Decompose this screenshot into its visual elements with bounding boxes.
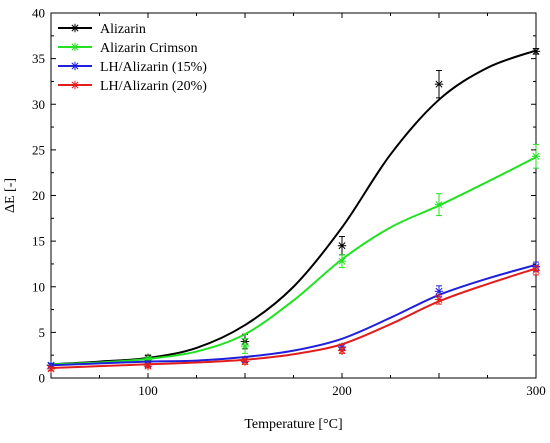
y-tick-label: 25 [32, 142, 45, 157]
legend-label: LH/Alizarin (15%) [100, 60, 207, 75]
data-point [240, 341, 250, 351]
legend-label: Alizarin [100, 22, 146, 37]
data-point [434, 200, 444, 209]
data-point [434, 287, 444, 296]
legend-item: LH/Alizarin (15%) [58, 60, 207, 75]
legend-label: LH/Alizarin (20%) [100, 79, 207, 94]
x-axis-label: Temperature [°C] [244, 417, 342, 432]
legend-marker [70, 23, 80, 33]
x-tick-label: 200 [332, 383, 352, 398]
legend-marker [70, 80, 80, 90]
series-4 [46, 265, 541, 374]
x-tick-label: 300 [526, 383, 546, 398]
legend-label: Alizarin Crimson [100, 41, 198, 56]
data-point [531, 266, 541, 275]
y-tick-label: 35 [32, 51, 45, 66]
series-1 [46, 47, 541, 370]
legend-marker [70, 61, 80, 71]
data-point [240, 357, 250, 366]
y-tick-label: 10 [32, 279, 45, 294]
data-point [434, 295, 444, 304]
legend-item: Alizarin Crimson [58, 41, 198, 56]
legend-item: LH/Alizarin (20%) [58, 79, 207, 94]
axis-layer: 100 200 300 0 5 10 15 20 25 30 35 40 [32, 6, 546, 399]
series-fit-line [50, 267, 537, 369]
y-tick-label: 0 [39, 371, 46, 386]
data-point [531, 47, 541, 56]
legend-item: Alizarin [58, 22, 146, 37]
data-point [434, 79, 444, 89]
data-point [143, 361, 153, 371]
data-point [337, 241, 347, 250]
legend-marker [70, 42, 80, 52]
series-layer [46, 47, 541, 374]
y-tick-label: 15 [32, 234, 45, 249]
series-fit-line [50, 263, 537, 367]
series-2 [46, 143, 541, 370]
data-point [46, 364, 56, 374]
y-tick-label: 20 [32, 188, 45, 203]
y-tick-label: 30 [32, 97, 45, 112]
data-point [337, 257, 347, 266]
series-fit-line [50, 49, 537, 366]
data-point [337, 346, 347, 355]
y-tick-label: 40 [32, 6, 45, 21]
x-tick-label: 100 [138, 383, 158, 398]
series-fit-line [50, 156, 537, 366]
data-point [531, 152, 541, 161]
legend: Alizarin Alizarin Crimson LH/Alizarin (15%… [58, 22, 207, 94]
y-tick-label: 5 [39, 325, 46, 340]
y-axis-label: ΔE [-] [3, 178, 18, 213]
